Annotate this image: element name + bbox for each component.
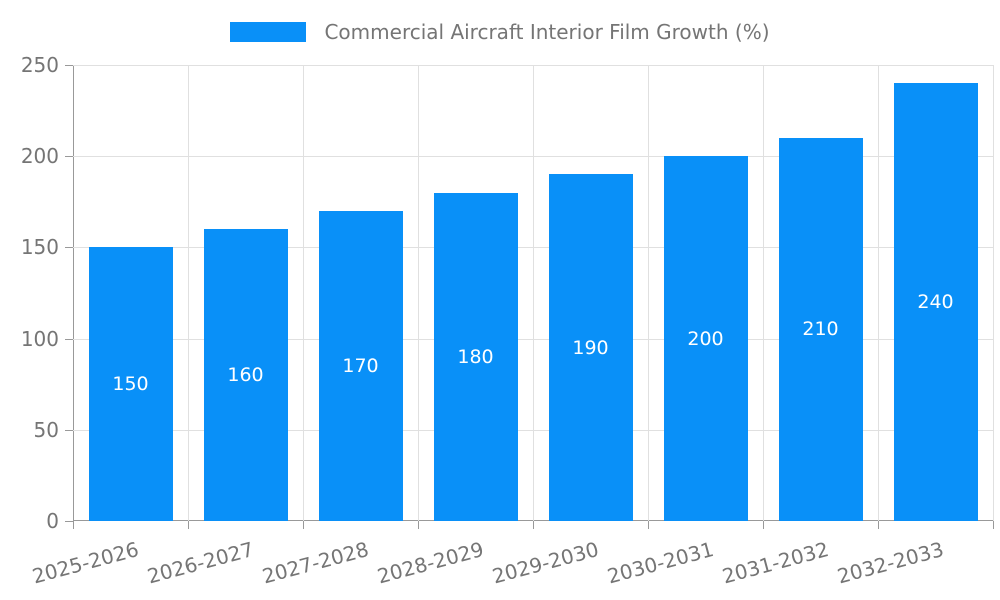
x-gridline	[763, 65, 764, 521]
y-tick-label: 50	[33, 417, 59, 442]
x-gridline	[418, 65, 419, 521]
bar-value-label: 170	[342, 354, 379, 377]
bar-value-label: 150	[112, 373, 149, 396]
y-axis-tick	[65, 429, 73, 431]
bar-value-label: 160	[227, 364, 264, 387]
bar-value-label: 210	[802, 318, 839, 341]
y-tick-label: 200	[20, 144, 59, 169]
bar: 210	[778, 137, 863, 521]
x-axis-tick	[648, 521, 649, 529]
legend-label: Commercial Aircraft Interior Film Growth…	[324, 20, 770, 44]
x-axis-tick	[763, 521, 764, 529]
x-gridline	[188, 65, 189, 521]
y-axis-tick	[65, 521, 73, 522]
x-axis-tick	[993, 521, 994, 529]
bar: 160	[203, 229, 288, 521]
bar: 180	[433, 192, 518, 521]
chart-legend[interactable]: Commercial Aircraft Interior Film Growth…	[0, 14, 1000, 50]
bar-value-label: 200	[687, 327, 724, 350]
x-gridline	[993, 65, 994, 521]
bar: 240	[893, 83, 978, 521]
legend-swatch-icon	[230, 22, 307, 42]
x-axis-tick	[188, 521, 189, 529]
x-gridline	[878, 65, 879, 521]
bar-value-label: 180	[457, 345, 494, 368]
x-axis-tick	[533, 521, 534, 529]
bar: 150	[88, 247, 173, 521]
y-axis-tick	[65, 247, 73, 249]
bar-value-label: 240	[917, 291, 954, 314]
y-axis-tick	[65, 65, 73, 66]
x-gridline	[303, 65, 304, 521]
y-axis-tick	[65, 338, 73, 340]
x-axis-tick	[73, 521, 74, 529]
bar: 190	[548, 174, 633, 521]
x-gridline	[648, 65, 649, 521]
x-axis-tick	[418, 521, 419, 529]
x-axis-tick	[878, 521, 879, 529]
y-tick-label: 100	[20, 326, 59, 351]
plot-area: 0 50 100 150 200 250 150 2025-2026 160 2026-2027 1…	[21, 55, 994, 588]
bar: 200	[663, 156, 748, 521]
y-axis-line	[73, 65, 74, 521]
y-tick-label: 0	[46, 509, 59, 533]
bar: 170	[318, 210, 403, 521]
x-axis-tick	[303, 521, 304, 529]
y-tick-label: 250	[20, 53, 59, 77]
x-gridline	[533, 65, 534, 521]
bar-value-label: 190	[572, 336, 609, 359]
y-axis-tick	[65, 156, 73, 158]
y-tick-label: 150	[20, 235, 59, 260]
